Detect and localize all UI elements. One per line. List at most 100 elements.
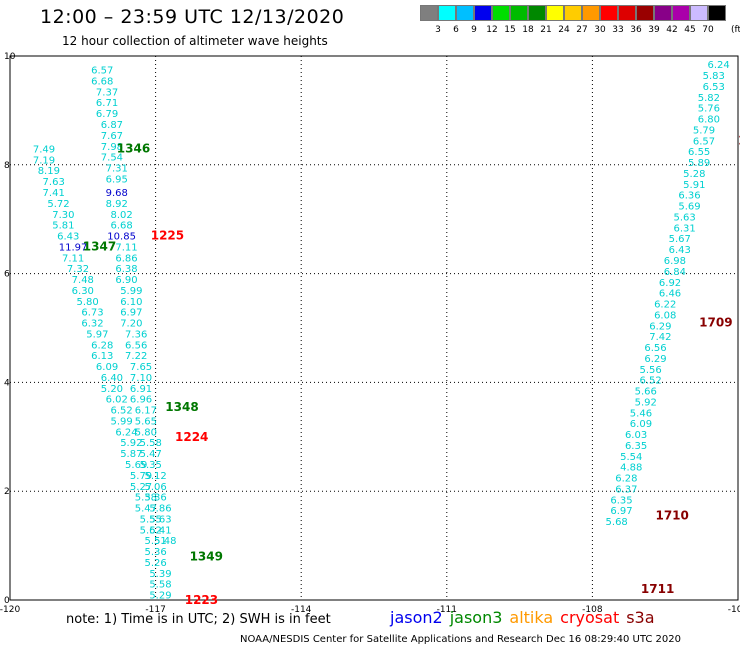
wave-height-value: 6.09 (630, 419, 652, 430)
wave-height-value: 7.67 (101, 131, 123, 142)
wave-height-value: 5.36 (144, 547, 166, 558)
scale-label: 24 (558, 25, 570, 35)
wave-height-value: 7.20 (120, 319, 142, 330)
wave-height-value: 7.54 (101, 153, 123, 164)
wave-height-value: 5.48 (154, 536, 176, 547)
wave-height-value: 7.37 (96, 87, 118, 98)
wave-height-value: 6.30 (72, 286, 94, 297)
legend-item-jason2: jason2 (390, 608, 443, 627)
wave-height-value: 6.80 (698, 115, 720, 126)
wave-height-value: 6.95 (106, 174, 128, 185)
wave-height-value: 6.40 (101, 373, 123, 384)
scale-swatch (708, 5, 726, 21)
wave-height-value: 5.81 (52, 221, 74, 232)
scale-label: 21 (540, 25, 552, 35)
wave-height-value: 6.35 (610, 495, 632, 506)
wave-height-value: 6.97 (610, 506, 632, 517)
wave-height-value: 6.43 (57, 232, 79, 243)
wave-height-value: 6.43 (669, 245, 691, 256)
wave-height-value: 5.65 (135, 416, 157, 427)
pass-time-label: 1225 (151, 229, 184, 243)
wave-height-value: 5.47 (135, 504, 157, 515)
pass-time-label: 1711 (641, 582, 674, 596)
scale-swatch (474, 5, 492, 21)
wave-height-value: 6.98 (664, 256, 686, 267)
scale-swatch (510, 5, 528, 21)
wave-height-value: 5.63 (673, 212, 695, 223)
wave-height-value: 7.30 (52, 210, 74, 221)
wave-height-value: 6.03 (625, 430, 647, 441)
scale-swatch (564, 5, 582, 21)
scale-swatch (528, 5, 546, 21)
wave-height-value: 7.19 (33, 155, 55, 166)
wave-height-value: 6.46 (659, 289, 681, 300)
wave-height-value: 6.38 (115, 264, 137, 275)
wave-height-value: 7.10 (130, 373, 152, 384)
legend-item-s3a: s3a (626, 608, 655, 627)
footnote: note: 1) Time is in UTC; 2) SWH is in fe… (66, 612, 331, 627)
scale-label: 6 (453, 25, 459, 35)
legend-item-jason3: jason3 (449, 608, 503, 627)
scale-swatch (420, 5, 438, 21)
pass-time-label: 1710 (655, 509, 688, 523)
wave-height-value: 5.83 (703, 71, 725, 82)
wave-height-value: 7.11 (62, 253, 84, 264)
wave-height-value: 5.79 (130, 471, 152, 482)
wave-height-value: 6.97 (120, 308, 142, 319)
wave-height-value: 8.02 (110, 210, 132, 221)
wave-height-value: 6.31 (673, 223, 695, 234)
wave-height-value: 5.20 (101, 384, 123, 395)
wave-height-value: 7.63 (43, 177, 65, 188)
wave-height-value: 4.88 (620, 463, 642, 474)
wave-height-value: 6.92 (659, 278, 681, 289)
wave-height-value: 8.92 (106, 199, 128, 210)
pass-time-label: 1349 (190, 549, 223, 563)
longitude-tick-label: -111 (437, 605, 457, 615)
wave-height-value: 5.26 (144, 558, 166, 569)
latitude-tick-label: 6 (4, 270, 10, 280)
wave-height-value: 5.58 (149, 580, 171, 591)
wave-height-value: 5.56 (640, 365, 662, 376)
wave-height-value: 5.80 (135, 427, 157, 438)
wave-height-value: 10.85 (107, 232, 136, 243)
wave-height-value: 6.86 (115, 253, 137, 264)
wave-height-value: 5.99 (120, 286, 142, 297)
wave-height-value: 6.37 (615, 484, 637, 495)
scale-label: 42 (666, 25, 678, 35)
wave-height-value: 5.58 (140, 438, 162, 449)
wave-height-value: 5.62 (140, 525, 162, 536)
wave-height-value: 5.27 (130, 482, 152, 493)
wave-height-value: 6.73 (81, 308, 103, 319)
scale-label: 45 (684, 25, 696, 35)
latitude-tick-label: 2 (4, 487, 10, 497)
wave-height-value: 7.31 (106, 164, 128, 175)
wave-height-value: 6.29 (649, 321, 671, 332)
wave-height-value: 5.54 (620, 452, 642, 463)
wave-height-value: 5.92 (635, 397, 657, 408)
scale-label: 33 (612, 25, 624, 35)
longitude-tick-label: -117 (145, 605, 165, 615)
wave-height-value: 6.57 (91, 66, 113, 77)
pass-time-label: 1223 (185, 593, 218, 607)
scale-label: 18 (522, 25, 534, 35)
wave-height-value: 7.49 (33, 144, 55, 155)
scale-label: 30 (594, 25, 606, 35)
wave-height-value: 6.24 (115, 427, 137, 438)
longitude-tick-label: -108 (582, 605, 603, 615)
wave-height-value: 5.29 (149, 591, 171, 602)
wave-height-value: 5.67 (669, 234, 691, 245)
scale-label: 27 (576, 25, 588, 35)
wave-height-value: 6.96 (130, 395, 152, 406)
latitude-tick-label: 10 (4, 52, 16, 62)
wave-height-value: 5.72 (47, 199, 69, 210)
scale-label: 15 (504, 25, 516, 35)
wave-height-value: 6.28 (615, 474, 637, 485)
wave-height-value: 6.91 (130, 384, 152, 395)
pass-time-label: 17 (738, 133, 740, 147)
wave-height-value: 7.65 (130, 362, 152, 373)
scale-swatch (690, 5, 708, 21)
pass-time-label: 1348 (165, 400, 198, 414)
pass-time-label: 1346 (117, 141, 150, 155)
wave-height-value: 7.11 (115, 242, 137, 253)
wave-height-value: 6.36 (678, 191, 700, 202)
